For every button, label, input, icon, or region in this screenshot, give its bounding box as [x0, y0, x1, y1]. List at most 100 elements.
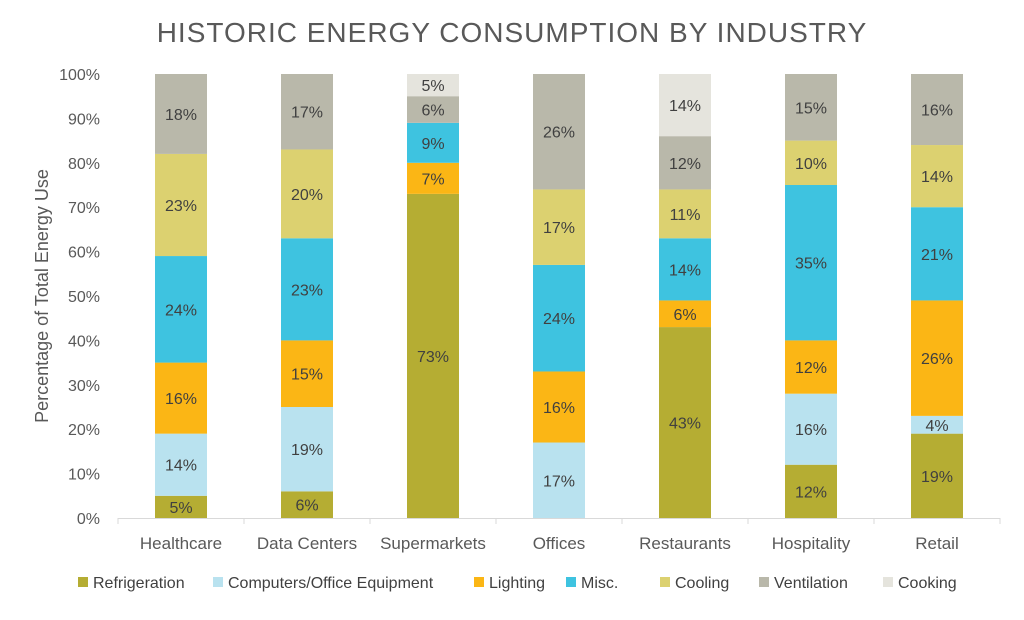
- legend-label: Lighting: [489, 575, 545, 592]
- data-label: 24%: [165, 302, 197, 319]
- legend-label: Cooling: [675, 575, 729, 592]
- y-tick-label: 40%: [68, 333, 100, 350]
- bar-segment: [533, 371, 585, 443]
- data-label: 17%: [543, 473, 575, 490]
- bar-segment: [785, 393, 837, 465]
- data-label: 4%: [925, 418, 948, 435]
- legend-swatch: [566, 577, 576, 587]
- bar-segment: [155, 256, 207, 363]
- bar-segment: [785, 340, 837, 394]
- bar-segment: [407, 96, 459, 123]
- bar-segment: [911, 433, 963, 518]
- bar-segment: [659, 327, 711, 518]
- bar-segment: [659, 74, 711, 137]
- bar-segment: [281, 238, 333, 341]
- bar-segment: [155, 433, 207, 496]
- data-label: 26%: [543, 125, 575, 142]
- bar-segment: [281, 491, 333, 518]
- data-label: 35%: [795, 256, 827, 273]
- bar-segment: [155, 362, 207, 434]
- bar-segment: [785, 140, 837, 185]
- data-label: 5%: [421, 78, 444, 95]
- bar-segment: [155, 153, 207, 257]
- data-label: 6%: [421, 103, 444, 120]
- bar-segment: [659, 300, 711, 328]
- bar-segment: [281, 340, 333, 407]
- legend-label: Ventilation: [774, 575, 848, 592]
- data-label: 12%: [795, 360, 827, 377]
- y-tick-label: 10%: [68, 467, 100, 484]
- legend-swatch: [213, 577, 223, 587]
- data-label: 11%: [670, 207, 701, 224]
- data-label: 15%: [291, 367, 323, 384]
- y-tick-label: 30%: [68, 378, 100, 395]
- data-label: 5%: [169, 500, 192, 517]
- data-label: 23%: [165, 198, 197, 215]
- data-label: 24%: [543, 311, 575, 328]
- legend-label: Refrigeration: [93, 575, 185, 592]
- bar-segment: [281, 407, 333, 492]
- bar-segment: [407, 162, 459, 194]
- data-label: 43%: [669, 416, 701, 433]
- bar-segment: [785, 74, 837, 141]
- legend-item: Misc.: [566, 575, 618, 592]
- legend-swatch: [474, 577, 484, 587]
- y-tick-label: 100%: [59, 67, 100, 84]
- bar-segment: [911, 74, 963, 146]
- bar-segment: [911, 415, 963, 434]
- bar-segment: [533, 264, 585, 372]
- legend-swatch: [660, 577, 670, 587]
- data-label: 16%: [795, 422, 827, 439]
- bar-segment: [533, 442, 585, 518]
- bar-segment: [533, 74, 585, 190]
- data-label: 6%: [295, 498, 318, 515]
- data-label: 16%: [921, 103, 953, 120]
- data-label: 14%: [669, 98, 701, 115]
- data-label: 16%: [165, 391, 197, 408]
- bar-segment: [155, 74, 207, 154]
- x-tick-label: Offices: [533, 534, 586, 553]
- legend: Refrigeration Computers/Office Equipment L…: [78, 575, 957, 592]
- data-label: 21%: [921, 247, 953, 264]
- y-tick-label: 90%: [68, 111, 100, 128]
- legend-item: Cooking: [883, 575, 957, 592]
- y-tick-label: 70%: [68, 200, 100, 217]
- x-tick-label: Healthcare: [140, 534, 222, 553]
- bar-segment: [407, 74, 459, 97]
- data-label: 14%: [921, 169, 953, 186]
- y-axis-label: Percentage of Total Energy Use: [32, 169, 52, 423]
- data-label: 17%: [543, 220, 575, 237]
- legend-item: Ventilation: [759, 575, 848, 592]
- legend-item: Refrigeration: [78, 575, 185, 592]
- y-tick-label: 80%: [68, 156, 100, 173]
- bar-segment: [659, 189, 711, 239]
- data-label: 26%: [921, 351, 953, 368]
- bar-segment: [911, 145, 963, 208]
- data-label: 19%: [291, 442, 323, 459]
- legend-swatch: [883, 577, 893, 587]
- bar-segment: [911, 300, 963, 416]
- data-label: 16%: [543, 400, 575, 417]
- data-label: 9%: [421, 136, 444, 153]
- bar-segment: [785, 464, 837, 518]
- y-tick-label: 20%: [68, 422, 100, 439]
- legend-item: Lighting: [474, 575, 545, 592]
- bars: 5% 14% 16% 24% 23% 18% 6% 19% 15% 23% 20% 17% 73% 7% 9…: [155, 74, 963, 518]
- data-label: 6%: [673, 307, 696, 324]
- legend-item: Cooling: [660, 575, 729, 592]
- bar-segment: [533, 189, 585, 265]
- bar-segment: [785, 185, 837, 341]
- x-tick-label: Data Centers: [257, 534, 357, 553]
- legend-label: Misc.: [581, 575, 618, 592]
- bar-segment: [659, 136, 711, 190]
- y-tick-label: 50%: [68, 289, 100, 306]
- y-axis-ticks: 0% 10% 20% 30% 40% 50% 60% 70% 80% 90% 100%: [59, 67, 100, 528]
- data-label: 12%: [669, 156, 701, 173]
- x-tick-label: Restaurants: [639, 534, 731, 553]
- data-label: 12%: [795, 484, 827, 501]
- data-label: 73%: [417, 349, 449, 366]
- bar-segment: [911, 207, 963, 301]
- legend-swatch: [78, 577, 88, 587]
- data-label: 23%: [291, 282, 323, 299]
- legend-label: Computers/Office Equipment: [228, 575, 434, 592]
